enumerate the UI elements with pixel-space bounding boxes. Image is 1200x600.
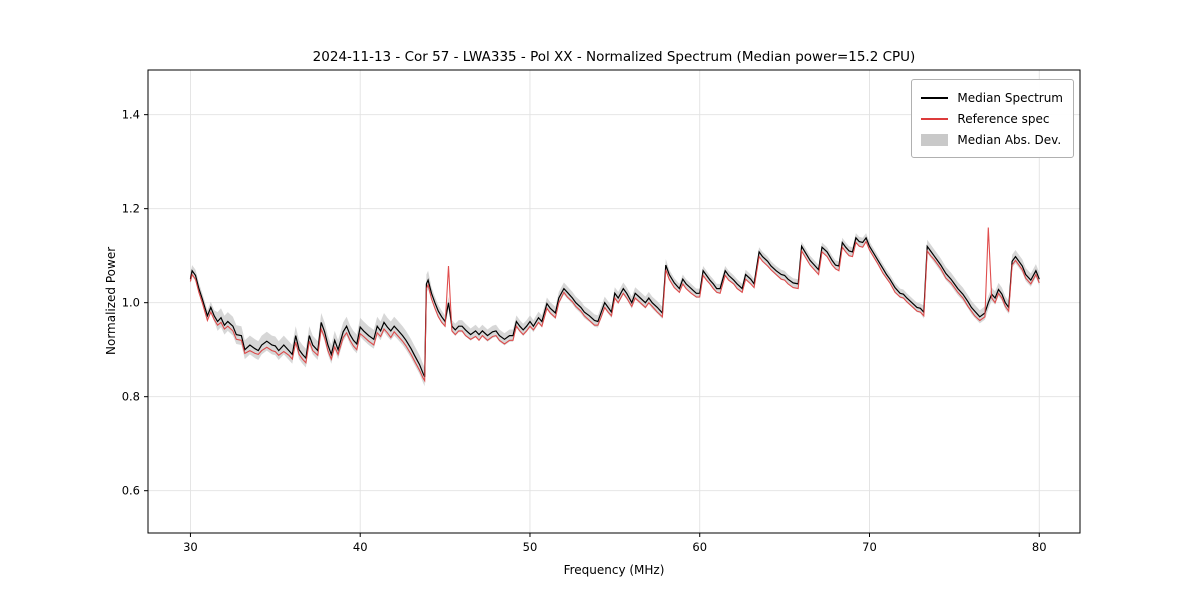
x-tick-label: 70 bbox=[862, 540, 877, 554]
legend-item-mad: Median Abs. Dev. bbox=[921, 129, 1063, 150]
y-tick-label: 1.4 bbox=[122, 108, 140, 122]
legend-label-reference: Reference spec bbox=[957, 111, 1050, 126]
chart-title: 2024-11-13 - Cor 57 - LWA335 - Pol XX - … bbox=[312, 49, 916, 65]
axes-frame bbox=[147, 69, 1081, 534]
mad-band-swatch bbox=[921, 133, 949, 146]
x-tick-label: 30 bbox=[183, 540, 198, 554]
x-tick-label: 80 bbox=[1032, 540, 1047, 554]
x-axis-label: Frequency (MHz) bbox=[563, 563, 665, 577]
x-tick-label: 40 bbox=[353, 540, 368, 554]
median-spectrum-line bbox=[189, 236, 1040, 378]
y-tick-label: 1.0 bbox=[122, 296, 140, 310]
median-line-swatch bbox=[921, 96, 949, 99]
legend-label-median: Median Spectrum bbox=[957, 90, 1063, 105]
mad-band bbox=[190, 233, 1040, 387]
x-tick-label: 60 bbox=[692, 540, 707, 554]
y-tick-label: 0.6 bbox=[122, 484, 140, 498]
legend-item-median: Median Spectrum bbox=[921, 87, 1063, 108]
legend-label-mad: Median Abs. Dev. bbox=[957, 132, 1062, 147]
y-tick-label: 1.2 bbox=[122, 202, 140, 216]
y-axis-label: Normalized Power bbox=[104, 246, 118, 355]
x-tick-label: 50 bbox=[523, 540, 538, 554]
reference-spectrum-line bbox=[189, 227, 1040, 383]
y-tick-label: 0.8 bbox=[122, 390, 140, 404]
legend-item-reference: Reference spec bbox=[921, 108, 1063, 129]
reference-line-swatch bbox=[921, 117, 949, 120]
legend: Median Spectrum Reference spec Median Ab… bbox=[911, 79, 1074, 158]
